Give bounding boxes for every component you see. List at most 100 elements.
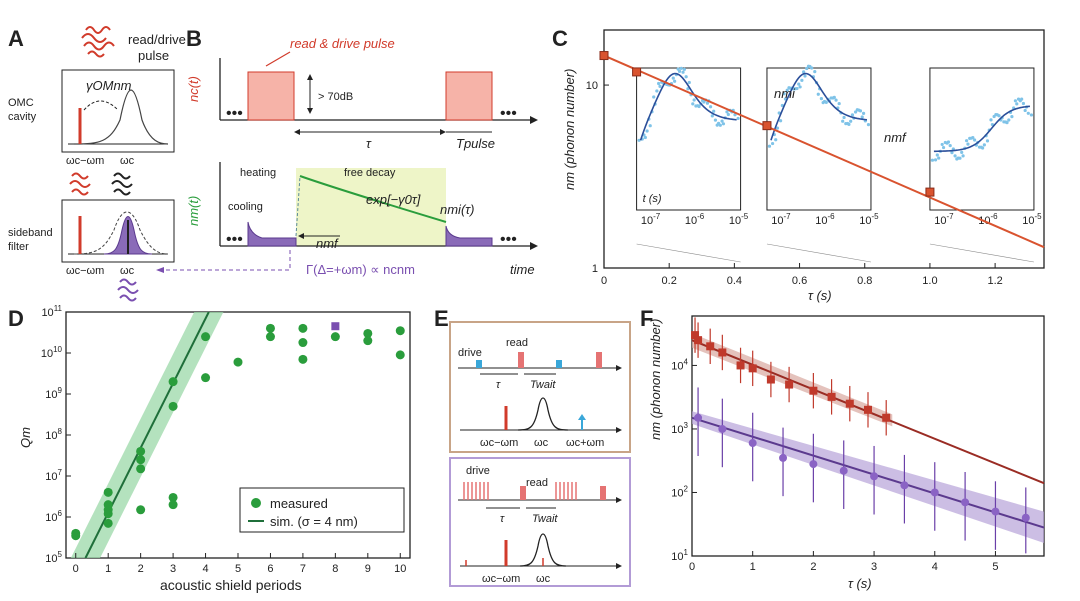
c-inset-point [705, 101, 710, 105]
legend-measured: measured [270, 496, 328, 511]
c-inset-point [696, 104, 700, 108]
c-inset-point [1013, 99, 1018, 103]
d-measured-point [168, 401, 178, 411]
c-inset-point [1015, 102, 1019, 106]
c-point [632, 67, 642, 77]
e-wc-plus: ωc+ωm [566, 437, 604, 449]
c-inset-point [855, 108, 859, 112]
c-inset-point [1021, 101, 1026, 106]
e-wc-minus: ωc−ωm [480, 437, 518, 449]
b-time: time [510, 262, 535, 277]
c-inset-point [679, 66, 683, 70]
c-inset-point [682, 67, 686, 71]
a-filter-label-1: sideband [8, 227, 53, 239]
d-sim-line [84, 311, 210, 559]
c-inset-point [655, 89, 659, 93]
c-inset-fit [933, 105, 1030, 153]
c-inset-connector [636, 243, 741, 263]
f-purple-point [839, 466, 848, 475]
c-inset-point [973, 138, 977, 142]
d-measured-point [265, 332, 275, 342]
c-inset-point [687, 80, 691, 85]
c-axis: 0 0.2 0.4 0.6 0.8 1.0 1.2 1 10 [586, 80, 1003, 287]
d-xtick-label: 2 [138, 563, 144, 575]
c-inset-point [930, 158, 935, 162]
c-inset-tick: 10-6 [815, 212, 835, 227]
c-inset-point [860, 115, 864, 119]
c-inset-point [712, 109, 716, 113]
f-red-point [718, 348, 727, 357]
f-purple-point [900, 481, 909, 490]
b-nmi-label: nmi(τ) [440, 202, 474, 217]
e-wc-2: ωc [536, 573, 551, 585]
read-pulse-icon-2 [69, 172, 91, 196]
c-inset-point [637, 138, 641, 142]
c-inset-fit [770, 72, 868, 141]
d-ytick-label: 105 [45, 550, 62, 565]
c-ylabel: nm (phonon number) [562, 69, 577, 190]
c-inset-point [798, 85, 802, 89]
e-wc: ωc [534, 437, 549, 449]
d-xtick-label: 3 [170, 563, 176, 575]
scattered-pulse-icon [111, 172, 133, 196]
panel-c-letter: C [552, 26, 568, 51]
c-inset-point [985, 139, 990, 143]
c-inset-point [953, 154, 957, 158]
panel-c: C 10-710-610-5t (s)10-710-610-510-710-61… [552, 26, 1045, 303]
d-ytick-label: 107 [45, 468, 62, 483]
cooling-region [247, 221, 297, 247]
e-box-top [449, 321, 631, 453]
c-xtick-label: 0.4 [727, 275, 742, 287]
c-inset-frame [636, 67, 742, 211]
panel-b-letter: B [186, 26, 202, 51]
c-inset-point [658, 84, 662, 88]
b-db-label: > 70dB [318, 91, 353, 103]
d-marks [71, 322, 405, 541]
a-axis-wc-minus-2: ωc−ωm [66, 265, 104, 277]
a-pulse-label-1: read/drive [128, 32, 186, 47]
c-point [599, 51, 609, 61]
svg-text:•••: ••• [500, 105, 517, 122]
c-inset-point [1026, 111, 1030, 115]
c-inset-point [979, 145, 983, 149]
c-inset-point [715, 123, 719, 127]
e-wc-minus-2: ωc−ωm [482, 573, 520, 585]
d-ytick-label: 1010 [41, 345, 63, 360]
svg-text:•••: ••• [500, 231, 517, 248]
f-red-point [766, 375, 775, 384]
c-point [925, 187, 935, 197]
f-purple-point [748, 439, 757, 448]
f-xtick-label: 4 [932, 561, 938, 573]
svg-text:•••: ••• [226, 105, 243, 122]
c-inset-point [652, 95, 656, 99]
c-inset-point [676, 67, 680, 71]
f-axis: 0 1 2 3 4 5 101 102 103 104 [671, 357, 998, 573]
c-inset-tick: 10-5 [859, 212, 879, 227]
f-purple-point [779, 453, 788, 462]
panel-d-letter: D [8, 306, 24, 331]
e-tau: τ [496, 379, 501, 391]
c-inset-point [960, 150, 964, 154]
c-inset-point [802, 70, 806, 74]
c-inset-point [806, 64, 811, 68]
e-drive: drive [458, 347, 482, 359]
c-inset-point [824, 100, 828, 104]
c-inset-point [958, 156, 962, 160]
c-inset-point [767, 144, 772, 148]
b-heating: heating [240, 167, 276, 179]
c-inset-point [692, 98, 696, 102]
d-measured-point [363, 336, 373, 346]
c-inset-point [787, 86, 791, 90]
pulse-rect-2 [445, 71, 493, 121]
f-red-point [694, 336, 703, 345]
d-ytick-label: 106 [45, 509, 62, 524]
d-measured-point [136, 464, 146, 474]
d-measured-point [103, 509, 113, 519]
a-gamma-label: γOMnm [86, 78, 132, 93]
c-inset-point [725, 110, 729, 114]
f-xtick-label: 2 [810, 561, 816, 573]
a-filter-label-2: filter [8, 241, 29, 253]
e-read: read [506, 337, 528, 349]
c-inset-point [837, 101, 841, 106]
d-measured-point [103, 518, 113, 528]
